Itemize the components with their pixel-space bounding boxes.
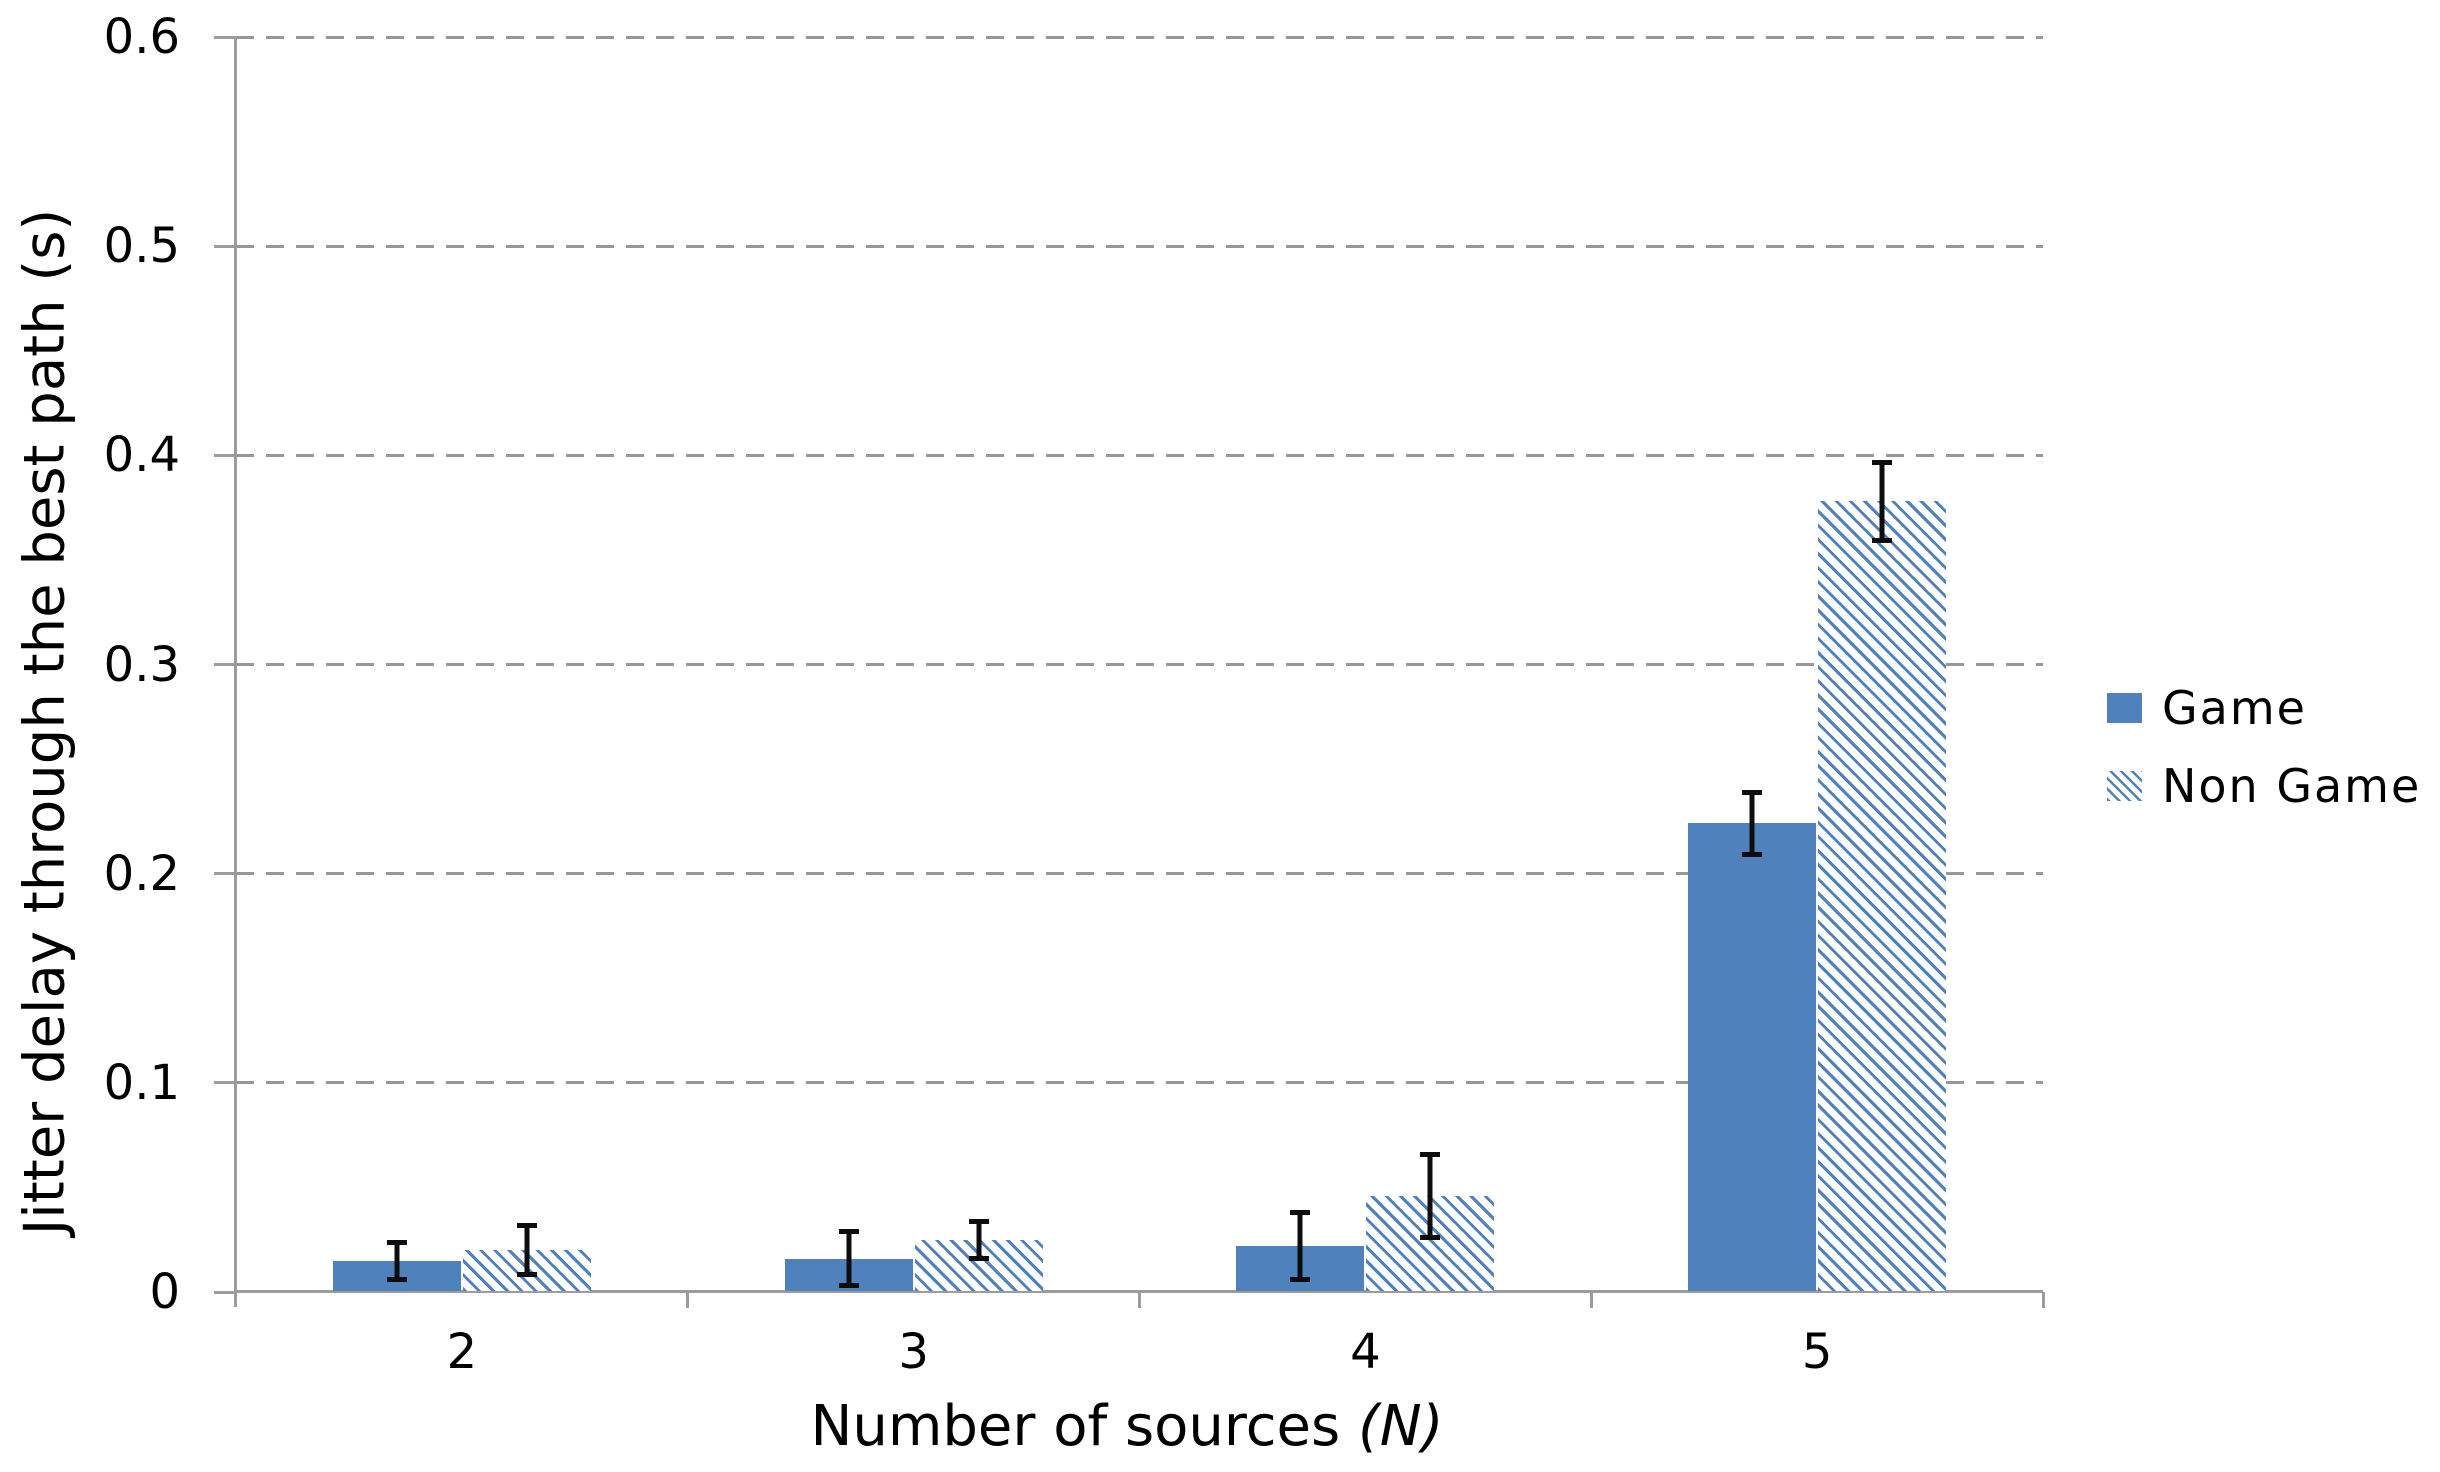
y-axis-tick: [214, 1081, 236, 1085]
error-bar-part: [1297, 1210, 1303, 1282]
gridline-0.2: [236, 872, 2043, 876]
legend-item-game: Game: [2107, 681, 2421, 735]
error-bar-game-4: [1290, 1210, 1311, 1282]
gridline-0.6: [236, 35, 2043, 39]
y-tick-label: 0.4: [103, 427, 180, 484]
x-axis-tick: [1138, 1292, 1141, 1308]
error-bar-part: [1427, 1151, 1433, 1240]
error-bar-part: [1420, 1151, 1441, 1157]
error-bar-part: [968, 1255, 989, 1261]
gridline-0.3: [236, 663, 2043, 666]
error-bar-non-game-2: [516, 1222, 537, 1278]
legend-label-game: Game: [2162, 681, 2307, 735]
y-tick-label: 0.5: [103, 218, 180, 275]
error-bar-part: [976, 1218, 982, 1261]
error-bar-non-game-5: [1872, 459, 1893, 544]
error-bar-part: [838, 1282, 859, 1288]
y-axis-tick: [214, 35, 236, 39]
x-tick-label-2: 2: [446, 1324, 478, 1380]
y-axis-tick: [214, 244, 236, 248]
error-bar-part: [1872, 538, 1893, 544]
error-bar-part: [1872, 459, 1893, 465]
y-tick-label: 0.1: [103, 1054, 180, 1111]
error-bar-part: [968, 1218, 989, 1224]
gridline-0.1: [236, 1081, 2043, 1085]
y-tick-label: 0.2: [103, 845, 180, 902]
error-bar-part: [1749, 790, 1755, 857]
y-axis-tick: [214, 663, 236, 666]
error-bar-part: [1879, 459, 1885, 544]
error-bar-part: [846, 1229, 852, 1288]
x-tick-label-5: 5: [1801, 1324, 1833, 1380]
y-axis-line: [234, 37, 237, 1307]
y-tick-label: 0.6: [103, 9, 180, 65]
legend-item-non-game: Non Game: [2107, 759, 2422, 813]
error-bar-part: [516, 1222, 537, 1228]
error-bar-part: [1742, 790, 1763, 795]
error-bar-part: [1742, 851, 1763, 857]
bar-game-5: [1688, 823, 1817, 1291]
error-bar-part: [524, 1222, 530, 1278]
error-bar-part: [394, 1239, 400, 1282]
error-bar-non-game-3: [968, 1218, 989, 1261]
x-axis-tick: [686, 1292, 690, 1308]
y-axis-tick: [214, 1290, 236, 1294]
gridline-0.4: [236, 453, 2043, 457]
x-axis-title-text: Number of sources: [810, 1394, 1358, 1459]
error-bar-part: [516, 1272, 537, 1278]
error-bar-part: [838, 1229, 859, 1235]
x-tick-label-3: 3: [898, 1324, 929, 1380]
x-axis-title: Number of sources (N): [677, 1394, 1577, 1459]
error-bar-part: [1290, 1276, 1311, 1282]
legend-label-non-game: Non Game: [2162, 759, 2422, 813]
x-axis-tick: [2041, 1292, 2045, 1308]
gridline-0.5: [236, 244, 2043, 248]
x-axis-tick: [1589, 1292, 1593, 1308]
bar-non-game-3: [914, 1239, 1043, 1291]
bar-non-game-5: [1818, 501, 1947, 1291]
legend: Game Non Game: [2107, 681, 2422, 813]
y-tick-label: 0: [149, 1264, 180, 1320]
error-bar-part: [1420, 1234, 1441, 1240]
y-tick-label: 0.3: [103, 636, 180, 693]
y-axis-tick: [214, 453, 236, 457]
x-tick-label-4: 4: [1350, 1324, 1381, 1380]
error-bar-part: [1290, 1210, 1311, 1216]
error-bar-game-2: [386, 1239, 407, 1282]
error-bar-part: [386, 1276, 407, 1282]
error-bar-non-game-4: [1420, 1151, 1441, 1240]
legend-swatch-game: [2107, 693, 2142, 723]
error-bar-game-3: [838, 1229, 859, 1288]
error-bar-part: [386, 1239, 407, 1245]
y-axis-tick: [214, 872, 236, 876]
error-bar-game-5: [1742, 790, 1763, 857]
x-axis-line: [236, 1290, 2043, 1293]
x-axis-title-variable: (N): [1357, 1394, 1444, 1459]
legend-swatch-non-game: [2107, 771, 2142, 801]
